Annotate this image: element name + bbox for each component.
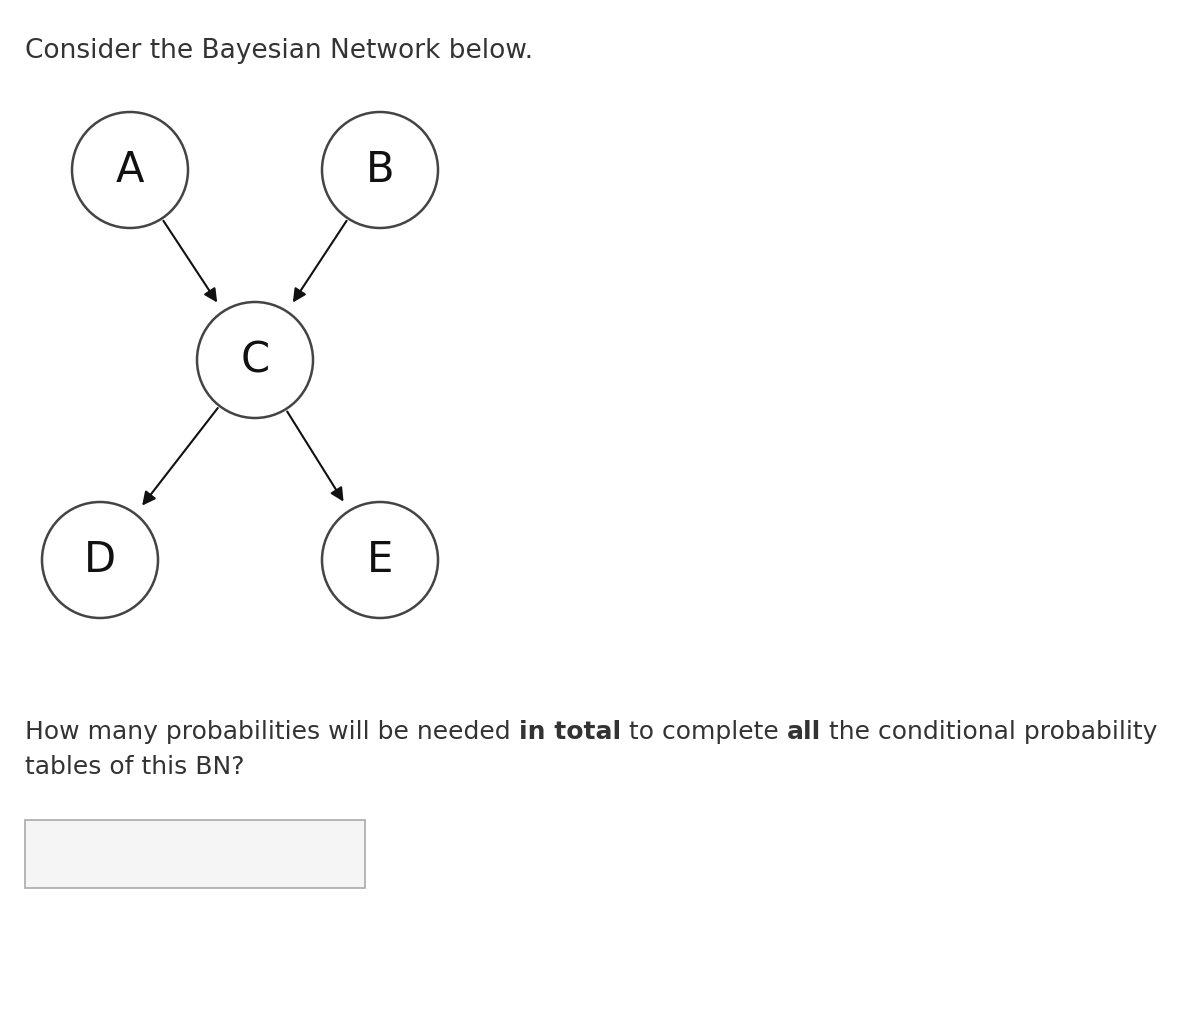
Text: C: C [240, 339, 270, 381]
Circle shape [322, 112, 438, 228]
Text: B: B [366, 149, 395, 191]
Circle shape [42, 502, 158, 618]
Text: to complete: to complete [620, 720, 786, 744]
Circle shape [322, 502, 438, 618]
Bar [25, 820, 365, 888]
Text: D: D [84, 539, 116, 581]
Text: Consider the Bayesian Network below.: Consider the Bayesian Network below. [25, 38, 533, 64]
Text: all: all [786, 720, 821, 744]
Circle shape [197, 302, 313, 418]
Text: How many probabilities will be needed: How many probabilities will be needed [25, 720, 518, 744]
Circle shape [72, 112, 188, 228]
Text: the conditional probability: the conditional probability [821, 720, 1157, 744]
Text: tables of this BN?: tables of this BN? [25, 755, 245, 779]
Text: E: E [367, 539, 394, 581]
Text: A: A [115, 149, 144, 191]
Text: in total: in total [518, 720, 620, 744]
